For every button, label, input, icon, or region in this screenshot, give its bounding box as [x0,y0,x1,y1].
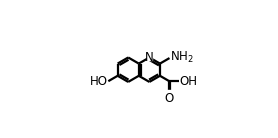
Text: N: N [145,51,154,64]
Text: NH$_2$: NH$_2$ [170,49,194,65]
Text: OH: OH [180,75,198,88]
Text: O: O [165,92,174,105]
Polygon shape [147,55,152,60]
Text: HO: HO [90,75,108,88]
Polygon shape [167,90,171,93]
